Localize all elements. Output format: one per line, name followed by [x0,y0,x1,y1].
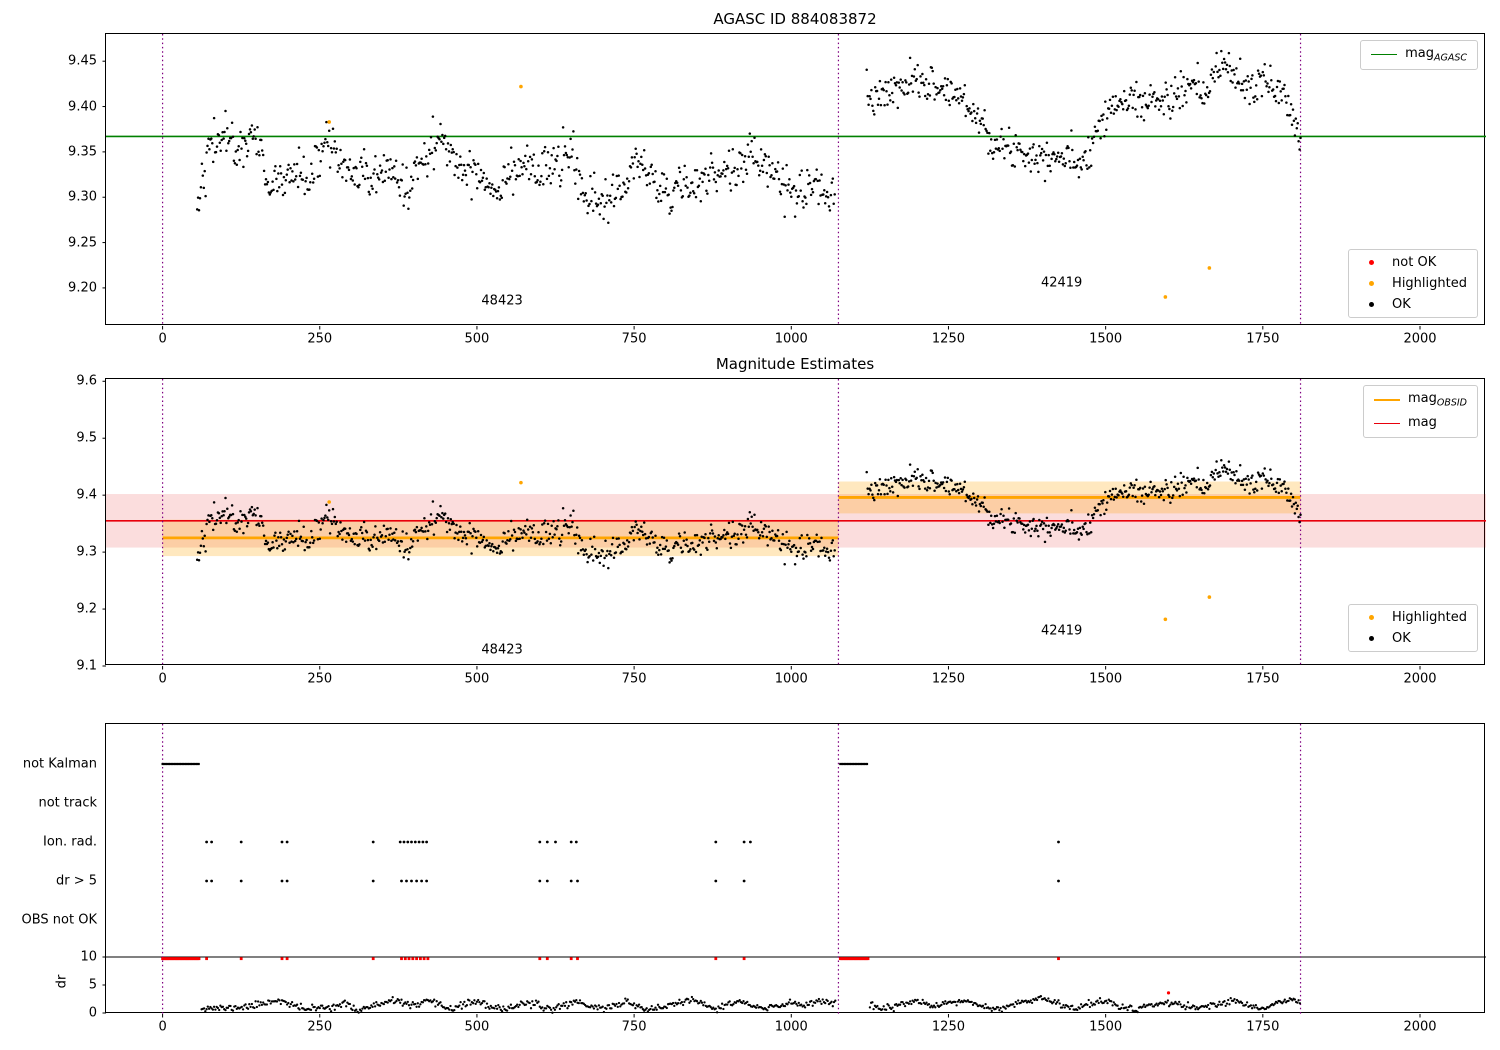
legend-label-mag-agasc: magAGASC [1405,46,1467,64]
highlighted-dot-icon [1369,615,1375,620]
obsid-annotation: 48423 [481,293,523,309]
legend-mag-lines: magOBSID mag [1362,385,1478,439]
legend-item-highlighted: Highlighted [1359,276,1467,291]
legend-label-mag: mag [1407,414,1437,430]
panel3-plot-area [102,724,1486,1018]
flag-row-label: not track [38,795,97,811]
x-tick-label: 1000 [774,1019,808,1035]
highlighted-point [1163,295,1168,299]
x-tick-label: 1750 [1246,1019,1280,1035]
x-tick-label: 0 [158,671,167,687]
legend-markers-middle: Highlighted OK [1348,604,1478,652]
x-tick-label: 2000 [1403,1019,1437,1035]
y-tick-label: 9.30 [68,189,97,205]
x-tick-label: 1500 [1089,671,1123,687]
panel2-axes: magOBSID mag Highlighted OK 48423 42419 9.… [76,374,1486,687]
panel1-axes: magAGASC not OK Highlighted OK 48423 4241… [68,33,1486,347]
flag-row-label: not Kalman [22,756,97,772]
dr-outlier-point [1166,991,1171,995]
y-tick-label: 9.5 [76,430,97,446]
ok-dot-icon [1369,636,1375,641]
highlighted-point [1207,595,1212,599]
legend-label-ok: OK [1392,631,1411,646]
highlighted-point [327,500,331,504]
dr-tick-label: 10 [80,949,97,965]
x-tick-label: 1750 [1246,671,1280,687]
legend-item-mag: mag [1373,414,1467,433]
legend-item-mag-obsid: magOBSID [1373,391,1467,409]
highlighted-dot-icon [1369,281,1375,286]
x-tick-label: 1500 [1089,1019,1123,1035]
dr-tick-label: 0 [88,1005,97,1021]
ok-dot-icon [1369,302,1375,307]
panel3-axes: not Kalman not track Ion. rad. dr > 5 OBS no… [22,723,1486,1035]
x-tick-label: 2000 [1403,331,1437,347]
x-tick-label: 500 [464,1019,490,1035]
x-tick-label: 1750 [1246,331,1280,347]
x-tick-label: 750 [621,331,647,347]
legend-item-mag-agasc: magAGASC [1371,46,1467,64]
legend-label-mag-obsid: magOBSID [1407,391,1467,409]
x-tick-label: 0 [158,331,167,347]
y-tick-label: 9.4 [76,487,97,503]
x-tick-label: 750 [621,671,647,687]
dr-axis-label: dr [54,974,70,989]
flag-row-label: OBS not OK [21,912,98,928]
y-tick-label: 9.3 [76,544,97,560]
x-tick-label: 1000 [774,331,808,347]
x-tick-label: 750 [621,1019,647,1035]
legend-label-not-ok: not OK [1392,255,1437,270]
x-tick-label: 2000 [1403,671,1437,687]
x-tick-label: 500 [464,331,490,347]
highlighted-point [519,480,523,485]
legend-markers-top: not OK Highlighted OK [1348,249,1478,318]
legend-label-ok: OK [1392,297,1411,312]
mag-line-swatch [1373,422,1400,424]
flag-row-label: dr > 5 [55,873,97,889]
legend-item-ok: OK [1359,297,1467,312]
legend-label-highlighted: Highlighted [1392,276,1467,291]
x-tick-label: 500 [464,671,490,687]
flag-row-label: Ion. rad. [43,834,97,850]
panel1-plot-area [102,34,1486,330]
y-tick-label: 9.2 [76,601,97,617]
y-tick-label: 9.1 [76,658,97,674]
x-tick-label: 250 [307,671,333,687]
panel1-title: AGASC ID 884083872 [713,10,877,28]
y-tick-label: 9.45 [68,53,97,69]
x-tick-label: 1250 [931,331,965,347]
y-tick-label: 9.35 [68,144,97,160]
highlighted-point [1207,266,1212,270]
obsid-annotation: 42419 [1040,623,1083,639]
legend-item-ok: OK [1359,631,1467,646]
mag-agasc-line-swatch [1371,54,1398,56]
legend-item-not-ok: not OK [1359,255,1467,270]
dr-tick-label: 5 [88,977,97,993]
x-tick-label: 250 [307,1019,333,1035]
obsid-annotation: 42419 [1040,275,1083,291]
y-tick-label: 9.6 [76,373,97,389]
x-tick-label: 1000 [774,671,808,687]
highlighted-point [327,120,331,124]
highlighted-point [519,84,523,89]
panel2-title: Magnitude Estimates [715,355,875,373]
legend-mag-agasc: magAGASC [1360,40,1478,70]
y-tick-label: 9.40 [68,99,97,115]
x-tick-label: 1250 [931,1019,965,1035]
x-tick-label: 1500 [1089,331,1123,347]
mag-obsid-line-swatch [1373,398,1400,401]
legend-label-highlighted: Highlighted [1392,610,1467,625]
panel2-plot-area [102,379,1486,670]
x-tick-label: 0 [158,1019,167,1035]
x-tick-label: 250 [307,331,333,347]
obsid-annotation: 48423 [481,642,523,658]
legend-item-highlighted: Highlighted [1359,610,1467,625]
highlighted-point [1163,617,1168,622]
y-tick-label: 9.25 [68,235,97,251]
y-tick-label: 9.20 [68,280,97,296]
x-tick-label: 1250 [931,671,965,687]
not-ok-dot-icon [1369,260,1375,265]
